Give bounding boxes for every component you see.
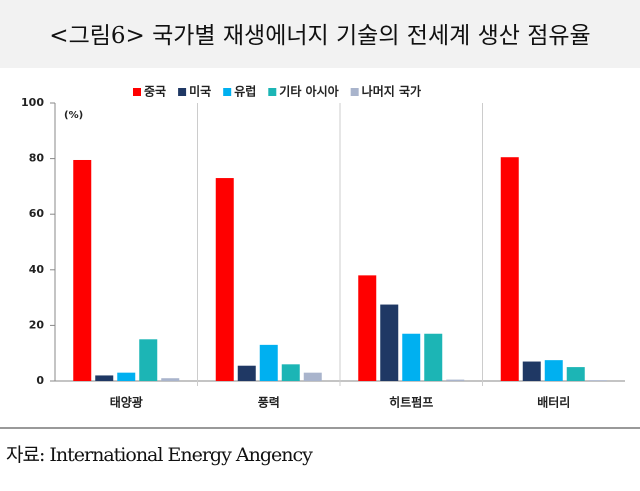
bar [544,360,563,381]
legend-swatch [223,88,232,96]
legend-label: 기타 아시아 [279,84,338,99]
x-tick-label: 풍력 [258,396,280,410]
y-tick-label: 80 [29,152,45,165]
bar [402,333,421,381]
unit-label: (%) [64,110,83,121]
bar [73,159,92,381]
bar [303,372,322,381]
x-tick-label: 히트펌프 [389,395,433,410]
y-tick-label: 20 [29,318,45,331]
legend-swatch [268,88,277,96]
y-tick-label: 100 [21,96,44,109]
bar [522,361,541,381]
legend-swatch [178,88,187,96]
title-band [0,0,640,68]
legend-label: 나머지 국가 [362,84,421,99]
chart-title: <그림6> 국가별 재생에너지 기술의 전세계 생산 점유율 [49,23,590,49]
bar [566,367,585,381]
bar [237,365,256,381]
bar [139,339,158,381]
legend-label: 유럽 [234,85,256,99]
bar [95,375,114,381]
bar [588,380,607,381]
x-tick-label: 태양광 [110,395,143,410]
bar [259,344,278,381]
y-tick-label: 40 [29,263,45,276]
y-tick-label: 0 [36,374,44,387]
bar [281,364,300,381]
bar [161,378,180,381]
legend-swatch [350,88,359,96]
bar [424,333,443,381]
legend-swatch [133,88,141,96]
bar [500,157,519,381]
y-tick-label: 60 [29,207,45,220]
source: 자료: International Energy Angency [6,444,313,466]
bar [380,304,399,381]
legend-label: 미국 [189,84,211,99]
bar [117,372,136,381]
legend-label: 중국 [144,85,166,99]
bar [446,379,465,381]
bar [358,275,377,381]
bar [215,178,234,381]
x-tick-label: 배터리 [537,395,570,410]
